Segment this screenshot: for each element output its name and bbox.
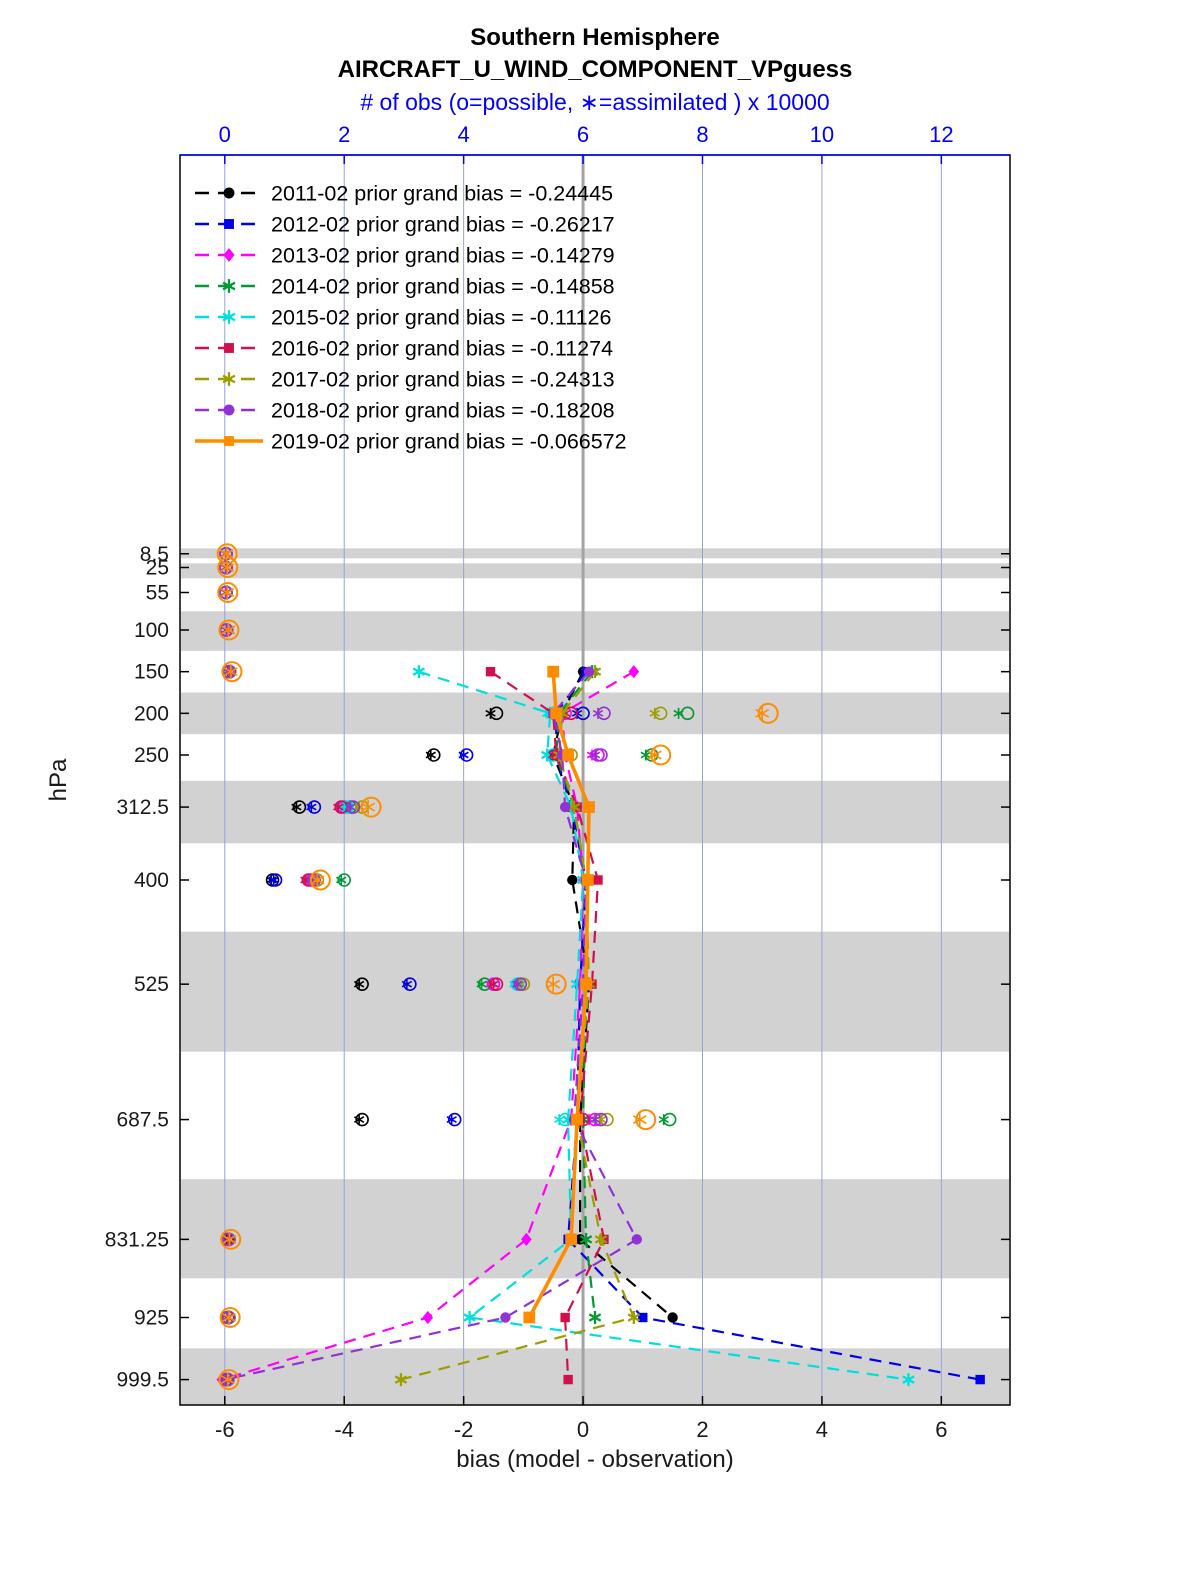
svg-text:2016-02 prior grand bias = -0.: 2016-02 prior grand bias = -0.11274 [271,337,613,361]
series-2017-02 [394,665,641,1387]
svg-text:2017-02 prior grand bias = -0.: 2017-02 prior grand bias = -0.24313 [271,368,615,392]
legend-entry: 2012-02 prior grand bias = -0.26217 [195,213,615,237]
svg-text:100: 100 [134,619,169,642]
series-2019-02 [523,665,595,1324]
y-axis-label: hPa [45,758,72,802]
svg-text:4: 4 [458,122,470,147]
svg-text:687.5: 687.5 [116,1109,169,1132]
legend-entry: 2016-02 prior grand bias = -0.11274 [195,337,613,361]
svg-text:-6: -6 [215,1417,235,1442]
pressure-bands [181,548,1009,1405]
x-axis-label: bias (model - observation) [456,1446,734,1473]
svg-text:150: 150 [134,661,169,684]
svg-text:2013-02 prior grand bias = -0.: 2013-02 prior grand bias = -0.14279 [271,244,615,268]
legend: 2011-02 prior grand bias = -0.24445 2012-… [195,182,627,454]
obs-axis-label: # of obs (o=possible, ∗=assimilated ) x … [360,89,830,115]
legend-entry: 2018-02 prior grand bias = -0.18208 [195,399,615,423]
svg-text:2012-02 prior grand bias = -0.: 2012-02 prior grand bias = -0.26217 [271,213,615,237]
svg-text:2014-02 prior grand bias = -0.: 2014-02 prior grand bias = -0.14858 [271,275,615,299]
svg-text:12: 12 [929,122,953,147]
svg-text:999.5: 999.5 [116,1369,169,1392]
svg-text:312.5: 312.5 [116,796,169,819]
svg-text:2015-02 prior grand bias = -0.: 2015-02 prior grand bias = -0.11126 [271,306,611,330]
svg-text:8: 8 [696,122,708,147]
obs-markers-2019-02 [216,543,779,1391]
legend-entry: 2015-02 prior grand bias = -0.11126 [195,306,611,330]
svg-text:2: 2 [338,122,350,147]
svg-text:2018-02 prior grand bias = -0.: 2018-02 prior grand bias = -0.18208 [271,399,615,423]
svg-text:-2: -2 [454,1417,474,1442]
svg-text:4: 4 [816,1417,828,1442]
svg-text:831.25: 831.25 [105,1228,169,1251]
svg-text:-4: -4 [334,1417,354,1442]
svg-text:925: 925 [134,1307,169,1330]
legend-entry: 2011-02 prior grand bias = -0.24445 [195,182,613,206]
legend-entry: 2017-02 prior grand bias = -0.24313 [195,368,615,392]
svg-text:55: 55 [146,582,169,605]
chart-title: Southern Hemisphere [470,24,720,51]
svg-text:8.5: 8.5 [140,543,169,566]
svg-text:25: 25 [146,557,169,580]
svg-text:2: 2 [696,1417,708,1442]
svg-text:200: 200 [134,702,169,725]
svg-text:0: 0 [219,122,231,147]
legend-entry: 2013-02 prior grand bias = -0.14279 [195,244,615,268]
svg-text:525: 525 [134,973,169,996]
svg-text:2019-02 prior grand bias = -0.: 2019-02 prior grand bias = -0.066572 [271,430,627,454]
legend-entry: 2014-02 prior grand bias = -0.14858 [195,275,615,299]
svg-text:6: 6 [935,1417,947,1442]
svg-text:2011-02 prior grand bias = -0.: 2011-02 prior grand bias = -0.24445 [271,182,613,206]
legend-entry: 2019-02 prior grand bias = -0.066572 [195,430,627,454]
svg-text:6: 6 [577,122,589,147]
svg-text:0: 0 [577,1417,589,1442]
chart-subtitle: AIRCRAFT_U_WIND_COMPONENT_VPguess [337,56,853,83]
svg-text:10: 10 [810,122,834,147]
svg-text:400: 400 [134,869,169,892]
svg-text:250: 250 [134,744,169,767]
